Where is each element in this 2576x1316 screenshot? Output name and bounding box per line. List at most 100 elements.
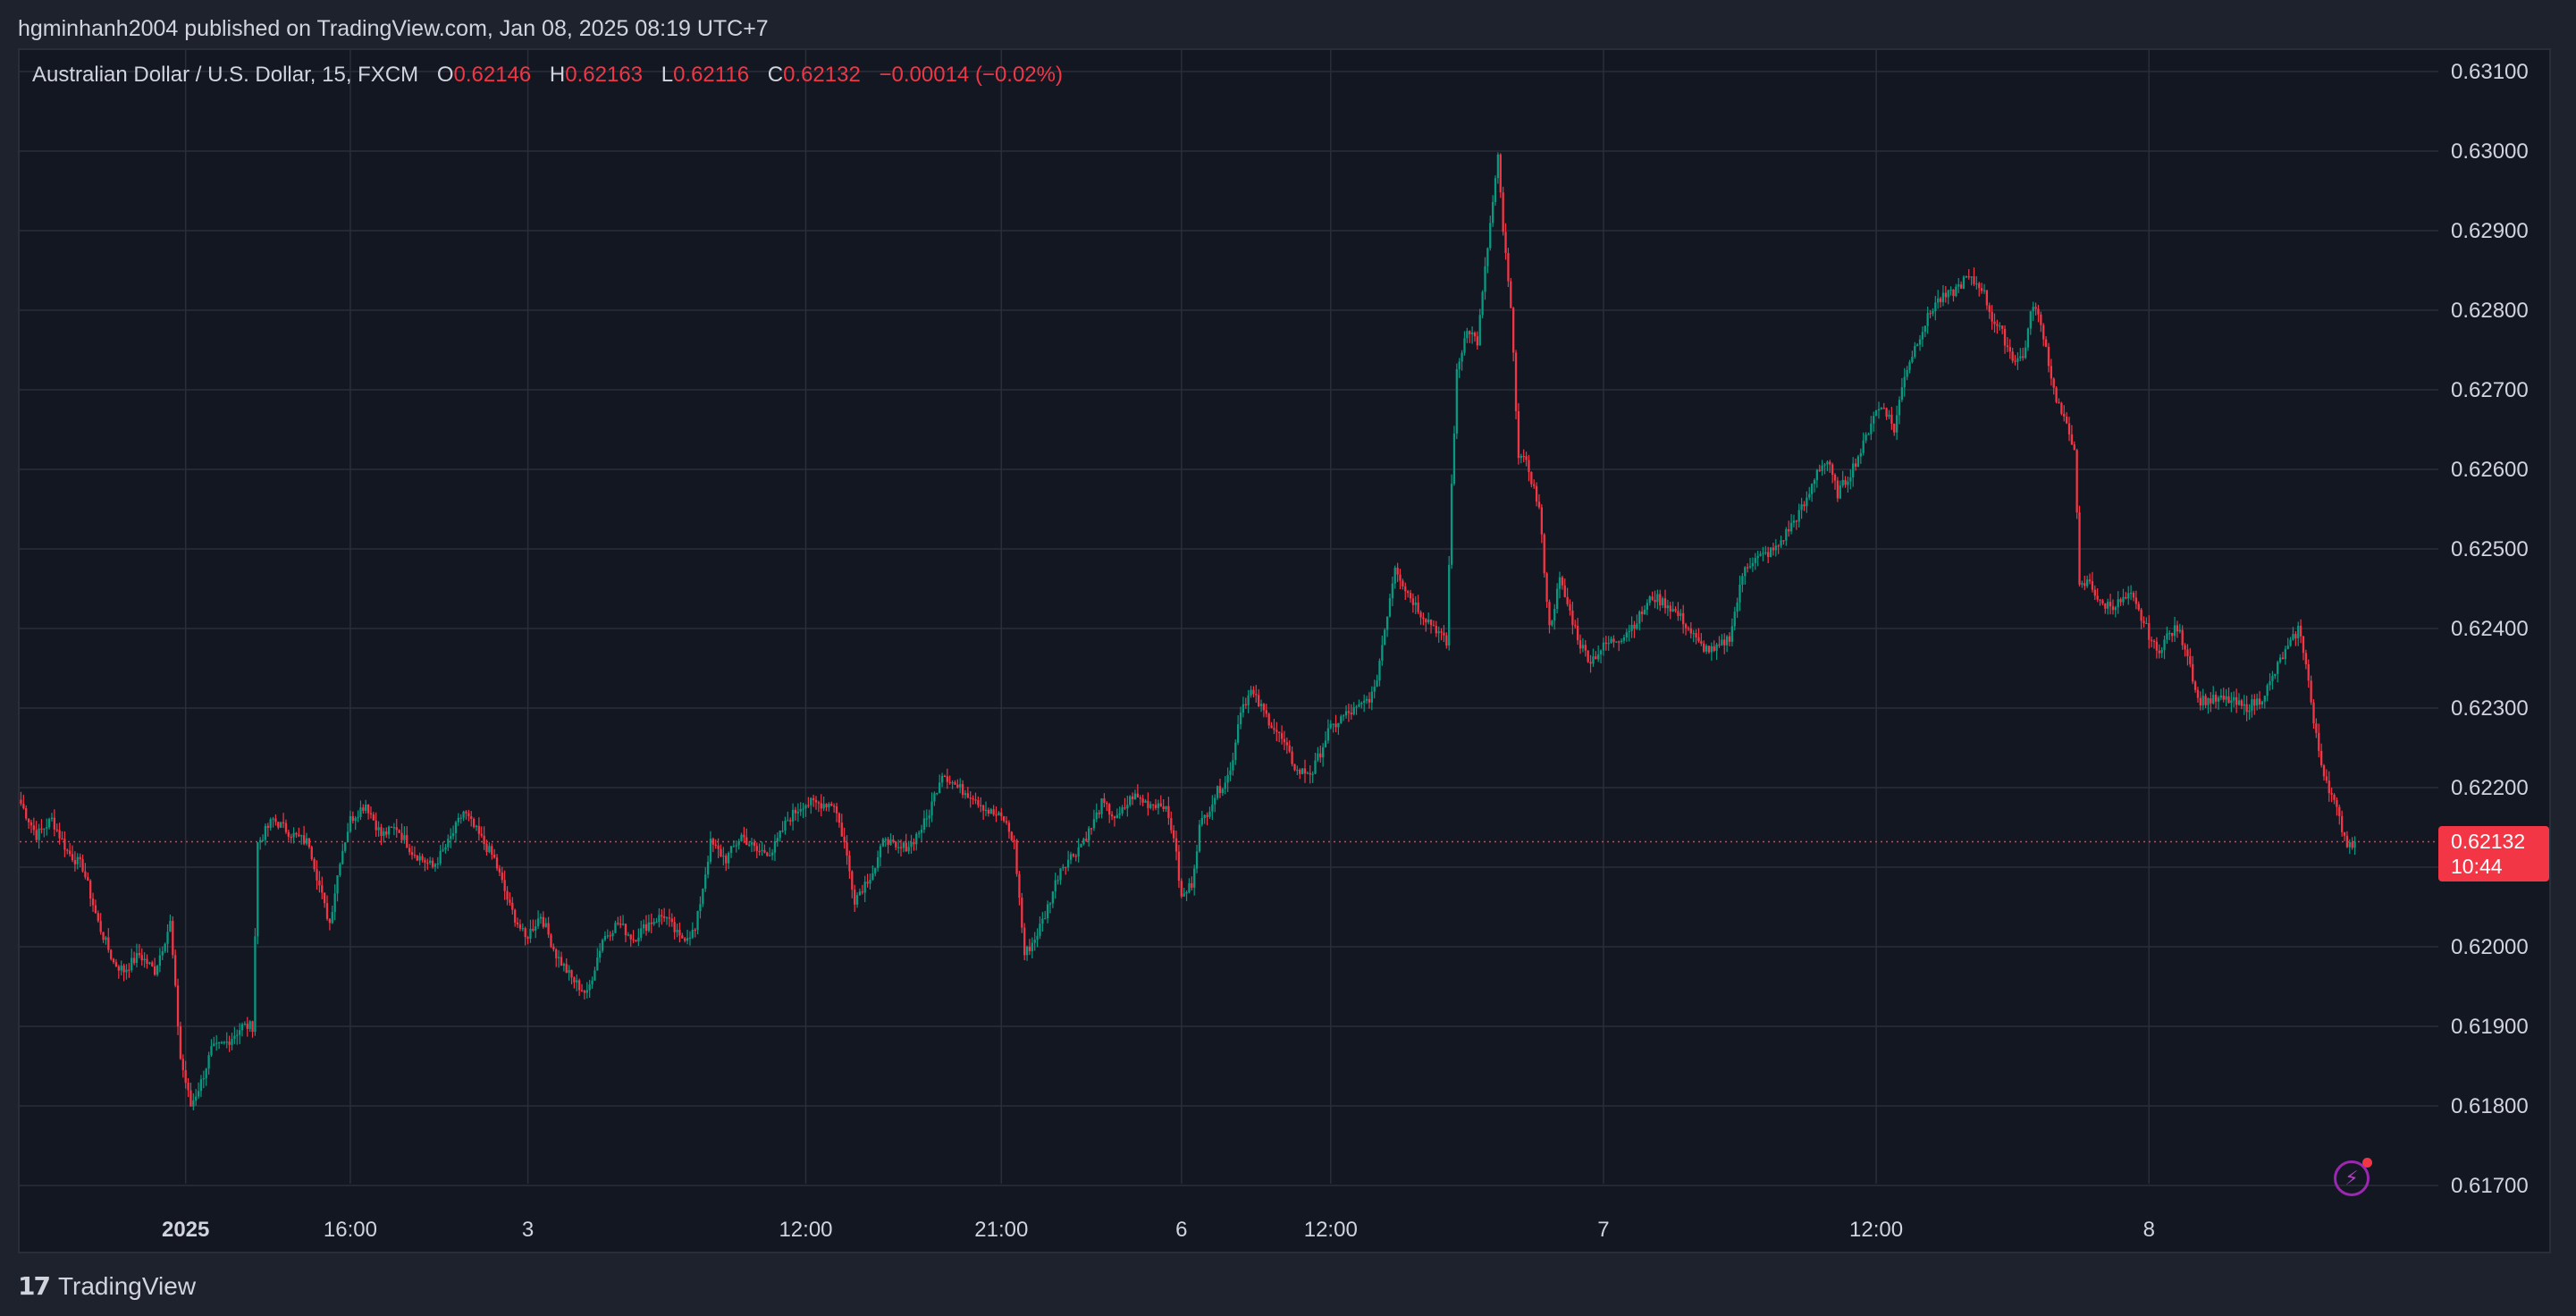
candle xyxy=(1396,562,1399,583)
candle xyxy=(1620,638,1623,645)
candle xyxy=(1273,719,1275,735)
candle xyxy=(22,794,25,810)
candle xyxy=(940,772,944,788)
candle-body xyxy=(570,970,573,978)
candle xyxy=(2286,637,2289,650)
candle xyxy=(1576,618,1579,645)
candle-body xyxy=(1285,742,1288,746)
candle xyxy=(153,957,156,976)
candle xyxy=(377,821,380,837)
candle-body xyxy=(1873,416,1875,424)
candle xyxy=(2292,627,2294,641)
candle xyxy=(1856,454,1860,468)
candle xyxy=(1952,289,1955,302)
candle-body xyxy=(2201,696,2204,706)
candle xyxy=(1003,815,1006,823)
time-tick-label: 12:00 xyxy=(1304,1218,1358,1242)
chart-frame[interactable] xyxy=(18,48,2551,1253)
candle xyxy=(1151,804,1155,811)
candle xyxy=(2307,659,2310,688)
candle xyxy=(1806,491,1808,513)
candle xyxy=(555,948,558,967)
candle-body xyxy=(1023,927,1026,956)
candle xyxy=(854,884,856,912)
candle-body xyxy=(840,822,843,837)
candle xyxy=(128,963,130,978)
candle-body xyxy=(876,856,880,868)
candle xyxy=(720,844,722,857)
candle xyxy=(43,828,46,838)
candle-body xyxy=(138,953,141,956)
candle-body xyxy=(413,855,417,856)
candle xyxy=(450,828,452,848)
bar-countdown: 10:44 xyxy=(2451,855,2503,878)
candle-body xyxy=(661,915,663,916)
candle xyxy=(2037,304,2040,323)
candle-body xyxy=(668,917,671,919)
candle-body xyxy=(199,1079,203,1092)
candle-body xyxy=(974,799,977,801)
candle xyxy=(2132,590,2135,602)
candle-body xyxy=(238,1030,241,1035)
candle-body xyxy=(1162,806,1165,809)
candle xyxy=(1340,714,1343,724)
candle-body xyxy=(1121,807,1124,814)
candle xyxy=(2155,637,2159,659)
candle xyxy=(1393,565,1396,589)
candle-body xyxy=(1414,602,1417,605)
candle xyxy=(1888,409,1890,419)
candle-body xyxy=(2284,648,2286,660)
candle-body xyxy=(1808,494,1811,498)
candle-body xyxy=(385,831,388,835)
candle xyxy=(1746,563,1749,573)
candle-body xyxy=(1908,361,1911,370)
candle-body xyxy=(2214,695,2218,702)
candle xyxy=(1985,290,1989,310)
candle-body xyxy=(1303,768,1307,774)
candle-body xyxy=(577,980,581,991)
candle-body xyxy=(1599,650,1603,655)
high-label: H xyxy=(549,63,566,87)
candle-body xyxy=(349,815,352,832)
candle xyxy=(1368,692,1371,709)
candle-body xyxy=(822,804,825,809)
candle-body xyxy=(2186,649,2189,657)
candle xyxy=(1232,752,1234,776)
candle xyxy=(130,949,133,973)
candle xyxy=(1597,645,1600,662)
candle xyxy=(998,811,1000,816)
candle-body xyxy=(223,1042,226,1043)
candle xyxy=(257,841,259,945)
tradingview-brand[interactable]: 𝟭𝟳 TradingView xyxy=(18,1271,196,1301)
candle xyxy=(1411,593,1415,613)
candle-body xyxy=(1548,602,1551,626)
candle-body xyxy=(1033,940,1036,943)
candle-body xyxy=(2233,696,2235,701)
candle-body xyxy=(472,818,476,827)
candle xyxy=(295,831,298,839)
candle-body xyxy=(1165,806,1167,809)
time-tick-label: 2025 xyxy=(162,1218,209,1242)
candle xyxy=(1236,714,1240,746)
candle-body xyxy=(1772,547,1775,551)
candle xyxy=(1301,768,1304,775)
candle xyxy=(2304,649,2308,670)
candle xyxy=(1455,363,1458,440)
candle xyxy=(961,780,964,798)
candle xyxy=(1080,843,1082,848)
candle-body xyxy=(1867,434,1870,435)
candle-body xyxy=(2217,697,2220,702)
candle-body xyxy=(1932,311,1934,314)
candle xyxy=(2251,694,2253,718)
candle xyxy=(1510,277,1512,308)
candle-body xyxy=(1108,804,1111,815)
candle xyxy=(2284,645,2286,665)
candle-body xyxy=(102,932,105,941)
candle xyxy=(673,916,676,940)
lightning-icon[interactable]: ⚡ xyxy=(2334,1158,2372,1196)
candle xyxy=(1406,589,1410,598)
candle-body xyxy=(2227,696,2230,704)
candle-body xyxy=(333,893,336,913)
candle xyxy=(1962,274,1966,290)
